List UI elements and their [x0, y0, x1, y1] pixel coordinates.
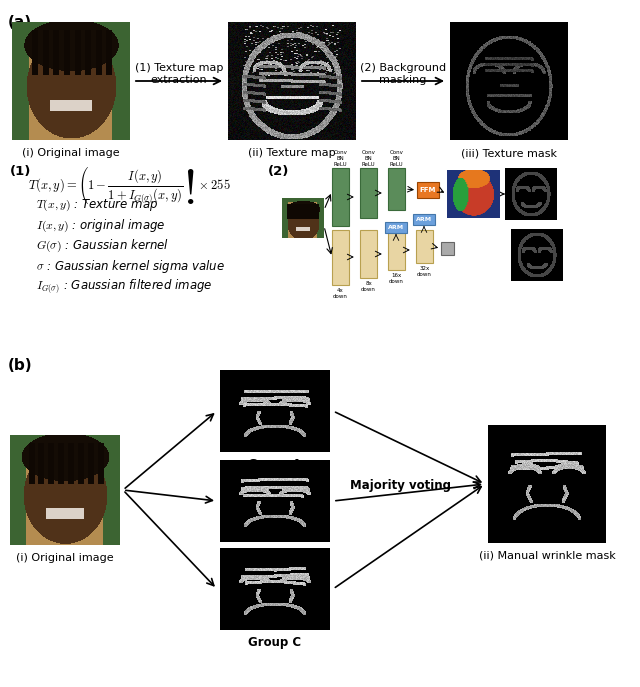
Text: Group B: Group B: [248, 548, 301, 561]
Text: ARM: ARM: [388, 225, 404, 230]
Bar: [413, 214, 435, 225]
Text: Conv
BN
ReLU: Conv BN ReLU: [362, 150, 376, 167]
Text: $T(x,y)$ : Texture map: $T(x,y)$ : Texture map: [36, 198, 158, 213]
Text: (i) Original image: (i) Original image: [22, 148, 120, 158]
Text: (ii) Manual wrinkle mask: (ii) Manual wrinkle mask: [479, 551, 616, 561]
Bar: [332, 230, 349, 285]
Text: Majority voting: Majority voting: [349, 479, 451, 492]
Text: Group A: Group A: [248, 458, 301, 471]
Text: (1) Texture map
extraction: (1) Texture map extraction: [135, 63, 223, 85]
Text: (2) Background
masking: (2) Background masking: [360, 63, 446, 85]
Text: FFM: FFM: [420, 187, 436, 193]
Bar: [441, 242, 454, 255]
Text: 4x
down: 4x down: [333, 288, 348, 299]
Text: $G(\sigma)$ : Gaussian kernel: $G(\sigma)$ : Gaussian kernel: [36, 238, 169, 254]
Bar: [417, 182, 439, 198]
Text: Conv
BN
ReLU: Conv BN ReLU: [390, 150, 403, 167]
Text: (a): (a): [8, 15, 32, 30]
Text: $I(x,y)$ : original image: $I(x,y)$ : original image: [36, 218, 165, 234]
Text: 16x
down: 16x down: [389, 273, 404, 284]
Text: ARM: ARM: [416, 217, 432, 222]
Text: (b): (b): [8, 358, 33, 373]
Text: Group C: Group C: [248, 636, 301, 649]
Bar: [360, 230, 377, 278]
Text: $\sigma$ : Gaussian kernel sigma value: $\sigma$ : Gaussian kernel sigma value: [36, 258, 225, 275]
Bar: [332, 168, 349, 226]
Bar: [416, 230, 433, 263]
Bar: [388, 230, 405, 270]
Bar: [360, 168, 377, 218]
Text: (iii) Texture mask: (iii) Texture mask: [461, 148, 557, 158]
Text: 32x
down: 32x down: [417, 266, 432, 277]
Text: (1): (1): [10, 165, 31, 178]
Text: (ii) Texture map: (ii) Texture map: [248, 148, 336, 158]
Text: $T(x,y) = \left(1 - \dfrac{I(x,y)}{1 + I_{G(\sigma)}(x,y)}\right) \times 255$: $T(x,y) = \left(1 - \dfrac{I(x,y)}{1 + I…: [28, 165, 231, 206]
Text: Conv
BN
ReLU: Conv BN ReLU: [333, 150, 348, 167]
Bar: [385, 222, 407, 233]
Text: $I_{G(\sigma)}$ : Gaussian filtered image: $I_{G(\sigma)}$ : Gaussian filtered imag…: [36, 278, 212, 295]
Text: (2): (2): [268, 165, 289, 178]
Bar: [388, 168, 405, 210]
Text: 8x
down: 8x down: [361, 281, 376, 292]
Text: (i) Original image: (i) Original image: [16, 553, 114, 563]
